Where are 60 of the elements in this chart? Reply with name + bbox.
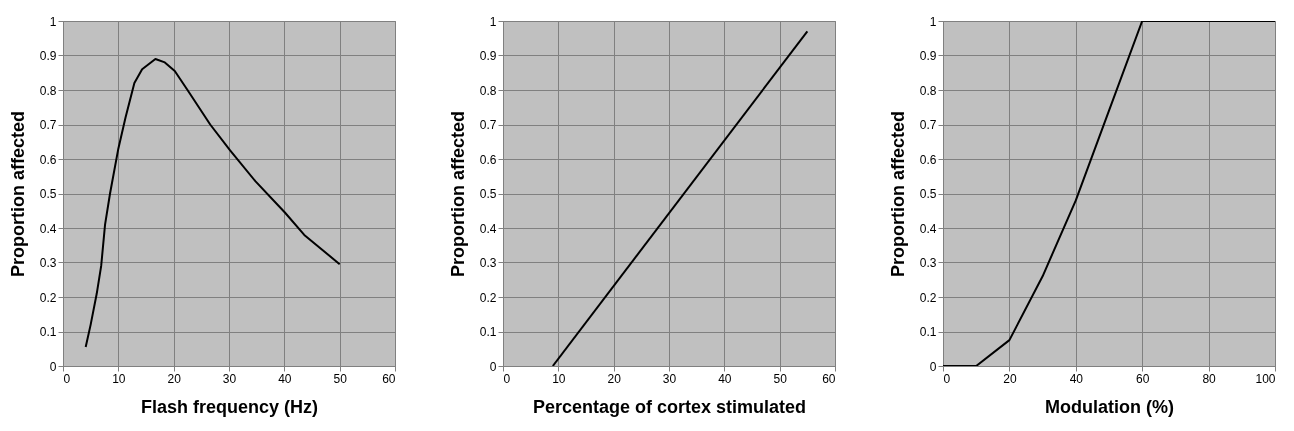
- y-tick-label: 0.7: [479, 118, 497, 132]
- y-tick-label: 1: [929, 14, 937, 29]
- y-tick-label: 0.7: [919, 118, 937, 132]
- y-tick-label: 0.3: [919, 256, 937, 270]
- y-tick-label: 0.2: [479, 290, 497, 305]
- x-tick-label: 60: [1136, 371, 1150, 386]
- y-tick-label: 0: [929, 359, 937, 374]
- x-tick-label: 40: [278, 371, 292, 386]
- x-tick-label: 20: [167, 371, 182, 386]
- x-axis-title: Flash frequency (Hz): [140, 396, 319, 417]
- y-axis-title: Proportion affected: [887, 110, 908, 278]
- y-tick-label: 0.8: [919, 83, 937, 98]
- y-tick-label: 0.6: [919, 152, 937, 167]
- x-tick-label: 40: [1069, 371, 1084, 386]
- y-tick-label: 0.7: [39, 118, 57, 132]
- y-tick-label: 0.6: [479, 152, 497, 167]
- y-tick-label: 1: [489, 14, 497, 29]
- y-tick-label: 0.6: [39, 152, 57, 167]
- y-tick-label: 0.2: [919, 290, 937, 305]
- y-tick-label: 0.9: [919, 49, 937, 63]
- x-axis-title: Modulation (%): [1045, 396, 1174, 417]
- y-axis-title: Proportion affected: [447, 110, 468, 278]
- x-tick-label: 10: [112, 371, 126, 386]
- x-tick-label: 10: [552, 371, 566, 386]
- y-tick-label: 0.4: [919, 221, 937, 236]
- x-tick-label: 0: [503, 371, 511, 386]
- x-tick-label: 100: [1255, 371, 1276, 386]
- x-tick-label: 60: [382, 371, 396, 386]
- y-tick-label: 0.2: [39, 290, 57, 305]
- x-tick-label: 0: [943, 371, 951, 386]
- y-tick-label: 0.1: [39, 325, 57, 339]
- y-tick-label: 0.9: [39, 49, 57, 63]
- x-tick-label: 0: [63, 371, 71, 386]
- y-tick-label: 0.8: [479, 83, 497, 98]
- y-tick-label: 0.9: [479, 49, 497, 63]
- x-tick-label: 50: [773, 371, 788, 386]
- y-tick-label: 0.1: [919, 325, 937, 339]
- y-tick-label: 0.5: [479, 187, 497, 201]
- x-tick-label: 80: [1202, 371, 1217, 386]
- x-tick-label: 50: [333, 371, 348, 386]
- y-tick-label: 0.3: [39, 256, 57, 270]
- x-tick-label: 20: [1003, 371, 1017, 386]
- x-tick-label: 20: [607, 371, 622, 386]
- y-tick-label: 0.5: [919, 187, 937, 201]
- x-tick-label: 40: [718, 371, 732, 386]
- y-tick-label: 0.3: [479, 256, 497, 270]
- y-tick-label: 0.1: [479, 325, 497, 339]
- y-tick-label: 0: [49, 359, 57, 374]
- x-tick-label: 30: [662, 371, 677, 386]
- x-tick-label: 60: [822, 371, 836, 386]
- y-tick-label: 0: [489, 359, 497, 374]
- y-tick-label: 1: [49, 14, 57, 29]
- line-series: [84, 57, 341, 349]
- y-axis-title: Proportion affected: [7, 110, 28, 278]
- y-tick-label: 0.4: [39, 221, 57, 236]
- y-tick-label: 0.4: [479, 221, 497, 236]
- x-tick-label: 30: [222, 371, 237, 386]
- x-axis-title: Percentage of cortex stimulated: [532, 396, 807, 417]
- y-tick-label: 0.5: [39, 187, 57, 201]
- y-tick-label: 0.8: [39, 83, 57, 98]
